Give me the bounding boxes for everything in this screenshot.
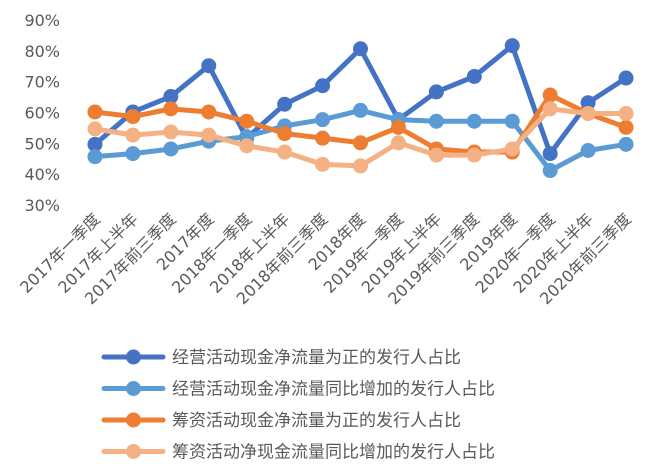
y-tick-label: 90% (24, 11, 60, 30)
data-point (87, 136, 103, 152)
legend-swatch-marker (126, 349, 141, 365)
data-point (315, 112, 331, 128)
data-point (466, 113, 482, 129)
data-point (315, 78, 331, 94)
data-point (277, 126, 293, 142)
data-point (201, 127, 217, 143)
data-point (87, 149, 103, 165)
data-point (353, 158, 368, 174)
data-point (504, 113, 520, 129)
data-point (353, 102, 368, 118)
legend-item: 经营活动现金净流量为正的发行人占比 (101, 348, 461, 368)
data-point (87, 121, 103, 137)
data-point (87, 104, 103, 120)
data-point (618, 70, 634, 86)
data-point (580, 143, 596, 158)
data-point (125, 109, 141, 125)
data-point (580, 106, 596, 121)
data-point (163, 101, 179, 117)
data-point (390, 135, 406, 151)
legend-label: 经营活动现金净流量同比增加的发行人占比 (172, 380, 495, 400)
data-point (428, 147, 444, 163)
data-point (125, 146, 141, 162)
data-point (239, 138, 255, 154)
data-point (125, 127, 141, 143)
data-point (239, 113, 255, 129)
data-point (466, 147, 482, 163)
y-axis: 30% 40% 50% 60% 70% 80% 90% (24, 11, 60, 215)
legend-swatch-marker (126, 444, 141, 459)
data-point (315, 156, 331, 172)
series-4 (87, 101, 634, 174)
data-point (277, 96, 293, 112)
data-point (315, 130, 331, 146)
data-point (390, 119, 406, 135)
data-point (353, 135, 368, 151)
data-point (580, 95, 596, 111)
legend-item: 经营活动现金净流量同比增加的发行人占比 (101, 380, 495, 400)
y-tick-label: 40% (24, 165, 60, 184)
legend-item: 筹资活动现金净流量为正的发行人占比 (101, 411, 461, 431)
series-2 (87, 102, 634, 179)
x-axis: 2017年一季度2017年上半年2017年前三季度2017年度2018年一季度2… (16, 209, 635, 308)
data-point (201, 58, 217, 74)
legend-item: 筹资活动净现金流量同比增加的发行人占比 (101, 443, 495, 463)
legend-label: 筹资活动现金净流量为正的发行人占比 (172, 411, 461, 431)
data-point (353, 41, 368, 57)
data-point (618, 136, 634, 152)
data-point (618, 119, 634, 135)
data-point (163, 124, 179, 140)
data-point (542, 87, 558, 103)
data-point (618, 106, 634, 121)
data-point (163, 89, 179, 105)
y-tick-label: 50% (24, 134, 60, 153)
data-point (466, 69, 482, 84)
legend-label: 经营活动现金净流量为正的发行人占比 (172, 348, 461, 368)
data-point (504, 38, 520, 54)
legend: 经营活动现金净流量为正的发行人占比经营活动现金净流量同比增加的发行人占比筹资活动… (101, 348, 495, 463)
series-layer (87, 38, 634, 179)
data-point (542, 163, 558, 179)
y-tick-label: 30% (24, 196, 60, 215)
y-tick-label: 80% (24, 42, 60, 61)
data-point (542, 101, 558, 117)
legend-swatch-marker (126, 381, 141, 396)
data-point (163, 141, 179, 157)
series-3 (87, 87, 634, 160)
data-point (428, 113, 444, 129)
data-point (277, 144, 293, 160)
data-point (428, 84, 444, 100)
data-point (542, 146, 558, 162)
y-tick-label: 60% (24, 104, 60, 123)
y-tick-label: 70% (24, 73, 60, 92)
data-point (201, 104, 217, 120)
legend-swatch-marker (126, 412, 141, 428)
legend-label: 筹资活动净现金流量同比增加的发行人占比 (172, 443, 495, 463)
data-point (504, 141, 520, 157)
